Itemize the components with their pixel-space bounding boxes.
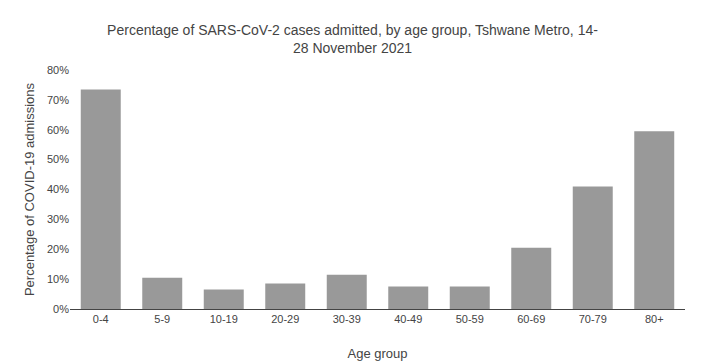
svg-text:Percentage of SARS-CoV-2 cases: Percentage of SARS-CoV-2 cases admitted,… (107, 22, 598, 56)
svg-text:0%: 0% (53, 303, 69, 315)
svg-text:80+: 80+ (645, 313, 664, 325)
svg-text:10%: 10% (47, 273, 69, 285)
svg-text:60-69: 60-69 (517, 313, 545, 325)
svg-text:30%: 30% (47, 213, 69, 225)
svg-text:50-59: 50-59 (456, 313, 484, 325)
svg-text:60%: 60% (47, 124, 69, 136)
svg-text:5-9: 5-9 (154, 313, 170, 325)
svg-text:50%: 50% (47, 153, 69, 165)
svg-text:Age group: Age group (348, 346, 408, 361)
svg-text:40-49: 40-49 (394, 313, 422, 325)
svg-text:0-4: 0-4 (93, 313, 109, 325)
svg-text:Percentage of COVID-19 admissi: Percentage of COVID-19 admissions (22, 82, 37, 296)
svg-text:20-29: 20-29 (271, 313, 299, 325)
svg-text:70-79: 70-79 (579, 313, 607, 325)
svg-text:30-39: 30-39 (333, 313, 361, 325)
svg-text:20%: 20% (47, 243, 69, 255)
svg-text:80%: 80% (47, 64, 69, 76)
svg-text:40%: 40% (47, 183, 69, 195)
svg-text:10-19: 10-19 (210, 313, 238, 325)
svg-text:70%: 70% (47, 94, 69, 106)
